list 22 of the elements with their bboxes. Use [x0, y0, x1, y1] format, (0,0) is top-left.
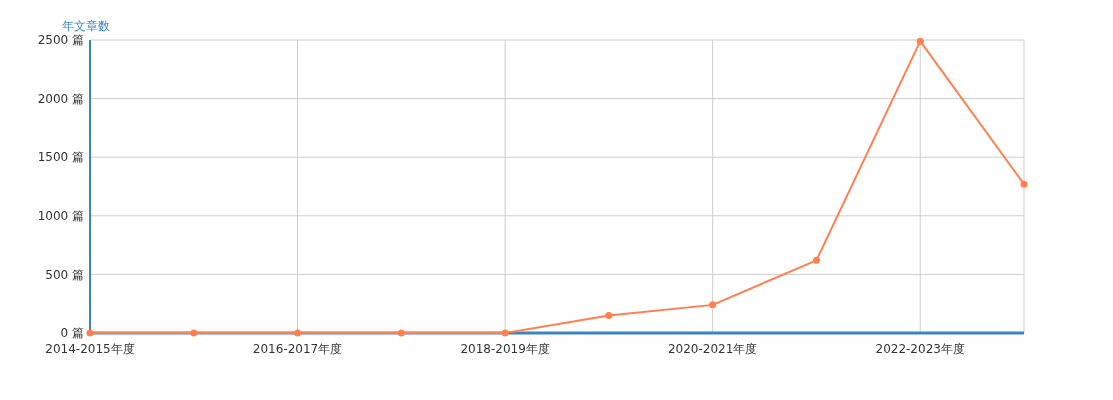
y-tick-label: 500 篇: [45, 267, 84, 282]
point: [397, 329, 405, 337]
y-tick-label: 2000 篇: [37, 91, 84, 106]
point: [501, 329, 509, 337]
point: [1020, 180, 1028, 188]
x-tick-label: 2014-2015年度: [45, 342, 135, 356]
x-tick-label: 2016-2017年度: [252, 342, 343, 356]
point: [294, 329, 302, 337]
x-tick-label: 2022-2023年度: [875, 342, 965, 356]
x-tick-label: 2018-2019年度: [460, 342, 550, 356]
y-axis-title: 年文章数: [62, 19, 110, 33]
y-tick-label: 1000 篇: [37, 209, 84, 223]
x-tick-label: 2020-2021年度: [667, 342, 758, 356]
point: [916, 37, 924, 45]
y-tick-label: 1500 篇: [37, 150, 84, 165]
y-tick-label: 2500 篇: [37, 33, 84, 48]
point: [812, 256, 820, 264]
y-tick-label: 0 篇: [60, 326, 84, 341]
point: [86, 329, 94, 337]
point: [709, 301, 717, 309]
point: [190, 329, 198, 337]
point: [605, 311, 613, 319]
